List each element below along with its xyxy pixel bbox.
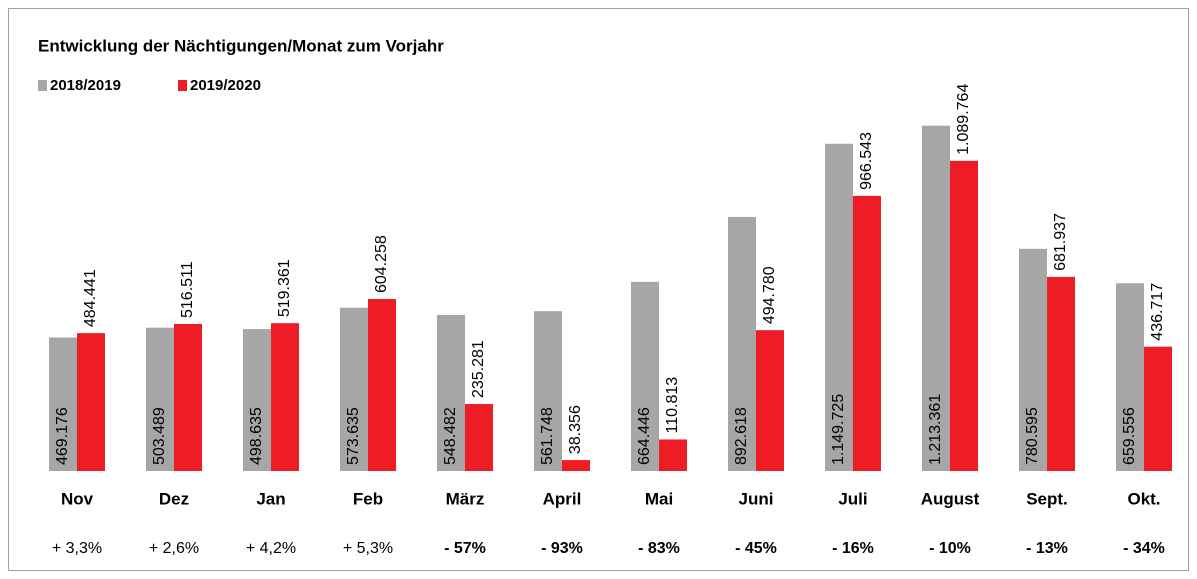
value-label: 561.748 [539, 407, 556, 465]
change-label: - 83% [638, 540, 680, 557]
change-label: - 16% [832, 540, 874, 557]
x-tick-label: Dez [159, 489, 189, 508]
bar [562, 460, 590, 471]
bar [437, 314, 465, 471]
bar [853, 195, 881, 472]
chart-title: Entwicklung der Nächtigungen/Monat zum V… [38, 36, 444, 55]
chart-border [8, 8, 1189, 571]
x-tick-label: Mai [645, 489, 673, 508]
bar [631, 281, 659, 471]
x-tick-label: März [446, 489, 485, 508]
value-label: 498.635 [248, 407, 265, 465]
x-tick-label: Okt. [1127, 489, 1160, 508]
change-label: - 10% [929, 540, 971, 557]
change-label: - 57% [444, 540, 486, 557]
value-label: 892.618 [733, 407, 750, 465]
change-label: + 2,6% [149, 540, 199, 557]
value-label: 659.556 [1121, 407, 1138, 465]
legend-swatch [38, 80, 47, 91]
legend-label: 2018/2019 [50, 77, 121, 94]
x-tick-label: August [921, 489, 980, 508]
legend-swatch [178, 80, 187, 91]
value-label: 1.213.361 [927, 394, 944, 465]
change-label: - 45% [735, 540, 777, 557]
value-label: 780.595 [1024, 407, 1041, 465]
bar [1116, 283, 1144, 471]
change-label: + 5,3% [343, 540, 393, 557]
value-label: 38.356 [567, 405, 584, 454]
change-label: + 4,2% [246, 540, 296, 557]
bar [271, 323, 299, 471]
bar [465, 404, 493, 471]
value-label: 503.489 [151, 407, 168, 465]
x-tick-label: Nov [61, 489, 94, 508]
value-label: 966.543 [858, 132, 875, 190]
value-label: 1.089.764 [955, 84, 972, 155]
value-label: 469.176 [54, 407, 71, 465]
value-label: 516.511 [179, 261, 196, 318]
change-label: - 34% [1123, 540, 1165, 557]
value-label: 519.361 [276, 259, 293, 317]
x-tick-label: Juni [739, 489, 774, 508]
bar [146, 327, 174, 471]
value-label: 235.281 [470, 340, 487, 398]
bar [49, 337, 77, 471]
x-tick-label: Juli [838, 489, 867, 508]
value-label: 604.258 [373, 235, 390, 293]
change-label: + 3,3% [52, 540, 102, 557]
x-tick-label: April [543, 489, 582, 508]
bar [922, 125, 950, 472]
change-label: - 13% [1026, 540, 1068, 557]
value-label: 110.813 [664, 377, 681, 434]
value-label: 1.149.725 [830, 394, 847, 465]
value-label: 494.780 [761, 266, 778, 324]
legend-label: 2019/2020 [190, 77, 261, 94]
bar [756, 330, 784, 471]
bar [174, 323, 202, 471]
bar [77, 333, 105, 471]
bar [243, 329, 271, 471]
bar [728, 216, 756, 471]
bar [950, 160, 978, 471]
x-tick-label: Feb [353, 489, 383, 508]
value-label: 548.482 [442, 407, 459, 465]
value-label: 664.446 [636, 407, 653, 465]
change-label: - 93% [541, 540, 583, 557]
value-label: 573.635 [345, 407, 362, 465]
value-label: 484.441 [82, 269, 99, 327]
bar [1047, 276, 1075, 471]
x-tick-label: Jan [256, 489, 285, 508]
bar [659, 439, 687, 471]
bar [1144, 346, 1172, 471]
bar [534, 311, 562, 471]
bar [368, 299, 396, 471]
value-label: 681.937 [1052, 213, 1069, 271]
bar [340, 307, 368, 471]
x-tick-label: Sept. [1026, 489, 1068, 508]
value-label: 436.717 [1149, 283, 1166, 341]
bar [825, 143, 853, 472]
bar [1019, 248, 1047, 471]
